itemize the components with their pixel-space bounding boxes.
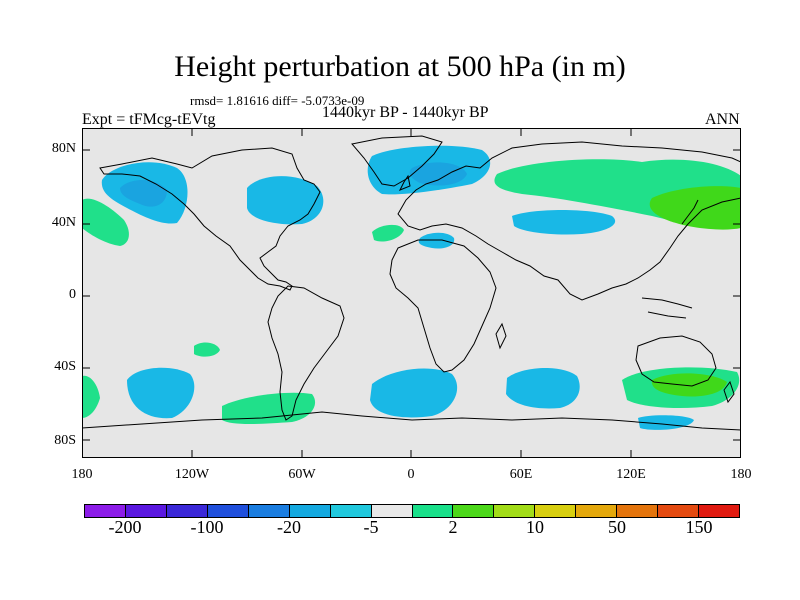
anomaly-fields: [82, 145, 741, 430]
lat-label-40s: 40S: [54, 359, 76, 374]
axis-ticks: [82, 128, 741, 458]
colorbar-label-2: -20: [277, 517, 301, 537]
positive-anomaly-iberia: [372, 224, 404, 242]
coastline-australia: [635, 335, 717, 387]
colorbar-box-7: [371, 505, 413, 517]
colorbar-box-11: [535, 505, 577, 517]
positive-anomaly-pacific: [649, 186, 741, 230]
positive-anomaly-south-pacific-small: [194, 342, 220, 357]
lat-label-0: 0: [69, 287, 76, 302]
coastline-uk: [398, 174, 411, 191]
lat-label-80s: 80S: [54, 433, 76, 448]
coastline-indonesia: [641, 297, 693, 319]
colorbar-label-0: -200: [108, 517, 142, 537]
negative-anomaly-mediterranean: [418, 232, 455, 249]
plot-title: Height perturbation at 500 hPa (in m): [174, 50, 626, 83]
colorbar-label-7: 150: [685, 517, 713, 537]
coastline-europe-asia: [397, 141, 741, 301]
colorbar-box-14: [658, 505, 700, 517]
negative-anomaly-north-america: [247, 176, 324, 225]
experiment-label: Expt = tFMcg-tEVtg: [82, 111, 216, 128]
colorbar-box-6: [330, 505, 372, 517]
lon-label-120w: 120W: [174, 467, 210, 482]
colorbar-box-2: [166, 505, 208, 517]
coastline-antarctica: [82, 411, 741, 431]
colorbar-label-5: 10: [526, 517, 544, 537]
colorbar-box-3: [207, 505, 249, 517]
season-label: ANN: [705, 111, 740, 128]
negative-anomaly-central-asia: [512, 210, 616, 235]
colorbar-box-9: [453, 505, 495, 517]
lon-label-180-east: 180: [730, 467, 752, 482]
negative-anomaly-europe: [409, 162, 467, 186]
negative-anomaly-south-atlantic: [370, 368, 458, 418]
map-panel: [82, 128, 741, 458]
lat-label-40n: 40N: [51, 215, 76, 230]
coastline-new-zealand: [723, 380, 735, 404]
colorbar-box-12: [576, 505, 618, 517]
colorbar-label-3: -5: [363, 517, 379, 537]
negative-anomaly-south-pacific: [127, 367, 195, 419]
coastline-greenland: [351, 135, 443, 187]
positive-anomaly-north-pacific: [82, 198, 129, 246]
colorbar-box-8: [412, 505, 454, 517]
lon-label-60e: 60E: [509, 467, 533, 482]
coastline-madagascar: [495, 322, 507, 350]
colorbar-box-10: [494, 505, 536, 517]
colorbar-label-4: 2: [448, 517, 458, 537]
colorbar-box-5: [289, 505, 331, 517]
positive-anomaly-south-west: [82, 375, 100, 418]
negative-anomaly-indian-ocean: [506, 367, 580, 409]
colorbar-box-15: [699, 505, 739, 517]
coastline-north-america: [99, 147, 321, 291]
colorbar-label-1: -100: [190, 517, 224, 537]
colorbar-box-13: [617, 505, 659, 517]
colorbar-label-6: 50: [608, 517, 626, 537]
coastline-south-america: [267, 285, 345, 421]
lon-label-180-west: 180: [71, 467, 93, 482]
lat-label-80n: 80N: [51, 141, 76, 156]
lon-label-120e: 120E: [616, 467, 646, 482]
lon-label-0: 0: [407, 467, 415, 482]
world-map: [82, 128, 741, 458]
lon-label-60w: 60W: [288, 467, 316, 482]
negative-anomaly-alaska-core: [120, 179, 167, 207]
period-label: 1440kyr BP - 1440kyr BP: [322, 104, 489, 121]
stats-label: rmsd= 1.81616 diff= -5.0733e-09: [190, 93, 365, 108]
colorbar: [84, 504, 740, 518]
coastlines: [82, 135, 741, 431]
colorbar-box-4: [248, 505, 290, 517]
colorbar-box-0: [85, 505, 126, 517]
colorbar-box-1: [125, 505, 167, 517]
coastline-africa: [389, 239, 497, 373]
coastline-japan: [681, 199, 699, 225]
